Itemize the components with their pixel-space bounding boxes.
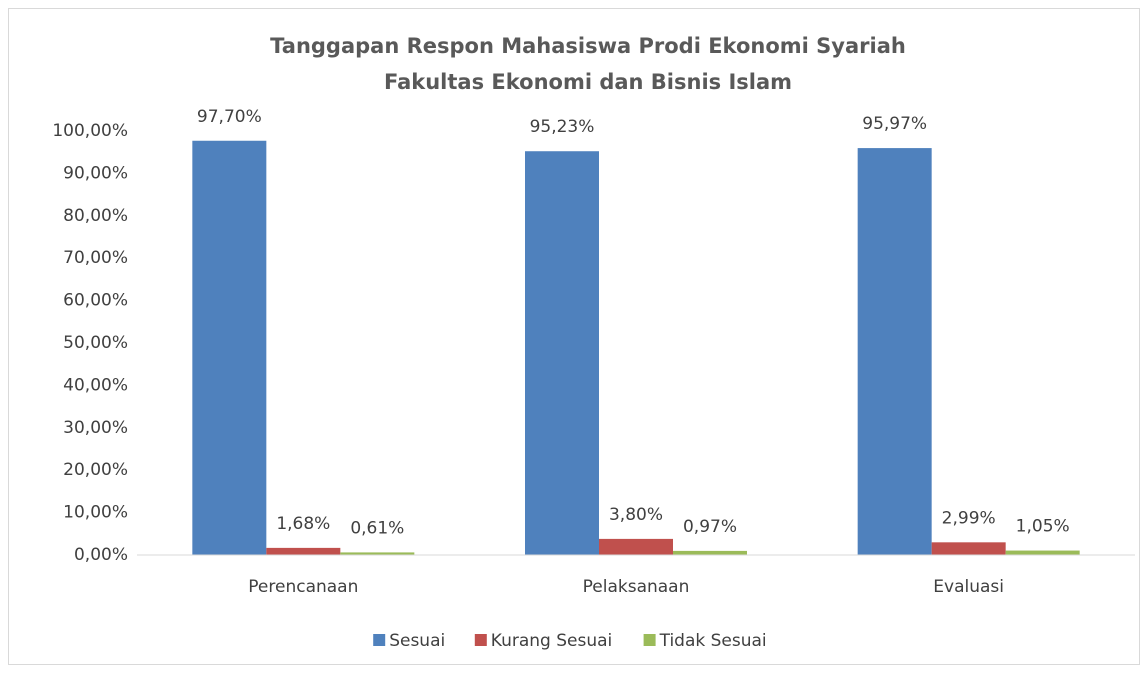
legend-swatch: [474, 634, 487, 646]
x-tick-label: Perencanaan: [248, 577, 358, 597]
bar: [1005, 550, 1080, 555]
bar: [931, 542, 1006, 555]
bar: [599, 538, 673, 555]
y-tick-label: 10,00%: [63, 503, 128, 523]
data-label: 0,61%: [350, 518, 404, 538]
legend-swatch: [373, 634, 386, 646]
data-label: 97,70%: [197, 107, 262, 127]
chart-title: Fakultas Ekonomi dan Bisnis Islam: [384, 70, 792, 94]
bar: [673, 550, 747, 555]
legend-label: Sesuai: [389, 631, 445, 651]
x-tick-label: Pelaksanaan: [583, 577, 690, 597]
data-label: 95,23%: [530, 117, 595, 137]
data-label: 1,68%: [276, 514, 330, 534]
data-label: 1,05%: [1016, 517, 1070, 537]
y-tick-label: 60,00%: [63, 291, 128, 311]
x-tick-label: Evaluasi: [933, 577, 1004, 597]
data-label: 3,80%: [609, 505, 663, 525]
bar: [192, 140, 267, 555]
y-tick-label: 100,00%: [52, 121, 128, 141]
bar: [340, 552, 415, 555]
bar: [266, 547, 341, 555]
y-tick-label: 90,00%: [63, 163, 128, 183]
legend-label: Tidak Sesuai: [659, 631, 767, 651]
data-label: 2,99%: [942, 508, 996, 528]
y-tick-label: 0,00%: [74, 545, 128, 565]
chart-title: Tanggapan Respon Mahasiswa Prodi Ekonomi…: [270, 34, 906, 58]
bar: [857, 148, 932, 555]
y-tick-label: 70,00%: [63, 248, 128, 268]
y-tick-label: 20,00%: [63, 460, 128, 480]
bar: [525, 151, 599, 555]
legend-swatch: [643, 634, 656, 646]
y-tick-label: 40,00%: [63, 375, 128, 395]
legend-label: Kurang Sesuai: [491, 631, 612, 651]
data-label: 0,97%: [683, 517, 737, 537]
y-tick-label: 30,00%: [63, 418, 128, 438]
y-tick-label: 80,00%: [63, 206, 128, 226]
y-tick-label: 50,00%: [63, 333, 128, 353]
data-label: 95,97%: [862, 114, 927, 134]
